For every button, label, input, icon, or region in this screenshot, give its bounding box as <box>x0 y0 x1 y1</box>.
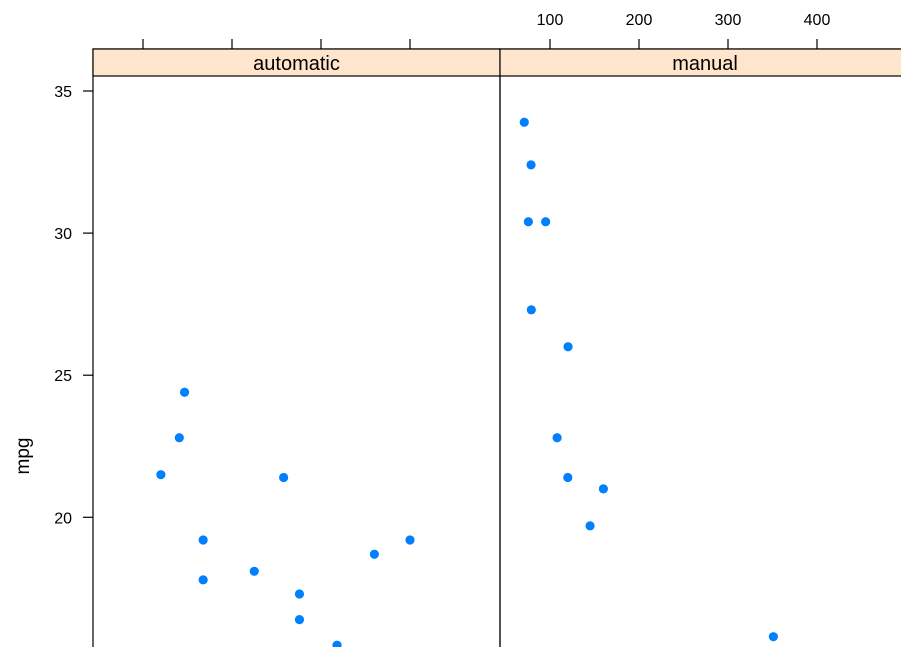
point-automatic-3 <box>198 535 208 545</box>
point-automatic-4 <box>198 575 208 585</box>
point-manual-4 <box>526 305 536 315</box>
strip-manual <box>499 48 901 77</box>
point-manual-5 <box>563 342 573 352</box>
point-automatic-5 <box>279 472 289 483</box>
point-automatic-11 <box>405 535 415 545</box>
point-automatic-8 <box>294 615 305 625</box>
x-tick-label-300: 300 <box>715 12 742 29</box>
panel-frames <box>92 48 901 647</box>
y-axis-title: mpg <box>13 438 34 475</box>
point-automatic-9 <box>332 640 342 647</box>
y-tick-label-35: 35 <box>54 84 72 101</box>
point-manual-0 <box>519 117 529 127</box>
x-tick-label-200: 200 <box>626 12 653 29</box>
point-manual-2 <box>523 217 533 227</box>
strip-automatic <box>92 48 501 77</box>
point-automatic-6 <box>249 566 259 576</box>
x-tick-label-400: 400 <box>804 12 831 29</box>
y-tick-label-30: 30 <box>54 226 72 243</box>
strip-label-manual: manual <box>672 53 738 75</box>
panel-frame-manual <box>499 48 901 647</box>
point-automatic-10 <box>369 549 379 559</box>
y-tick-label-25: 25 <box>54 368 72 385</box>
point-manual-1 <box>526 160 536 170</box>
point-manual-7 <box>563 472 573 483</box>
axes: 100 200 300 400 20 25 30 35 <box>54 12 830 527</box>
point-automatic-1 <box>174 433 184 443</box>
point-automatic-2 <box>156 470 166 480</box>
point-automatic-0 <box>179 387 190 397</box>
panel-frame-automatic <box>92 48 501 647</box>
y-tick-label-20: 20 <box>54 510 72 527</box>
point-manual-3 <box>541 217 551 227</box>
point-automatic-7 <box>294 589 305 599</box>
panel-strips: automatic manual <box>92 48 901 77</box>
point-manual-10 <box>768 632 778 642</box>
x-tick-label-100: 100 <box>537 12 564 29</box>
data-points <box>156 117 778 647</box>
point-manual-6 <box>552 433 562 443</box>
strip-label-automatic: automatic <box>253 53 340 75</box>
point-manual-8 <box>598 484 609 494</box>
point-manual-9 <box>585 521 595 531</box>
